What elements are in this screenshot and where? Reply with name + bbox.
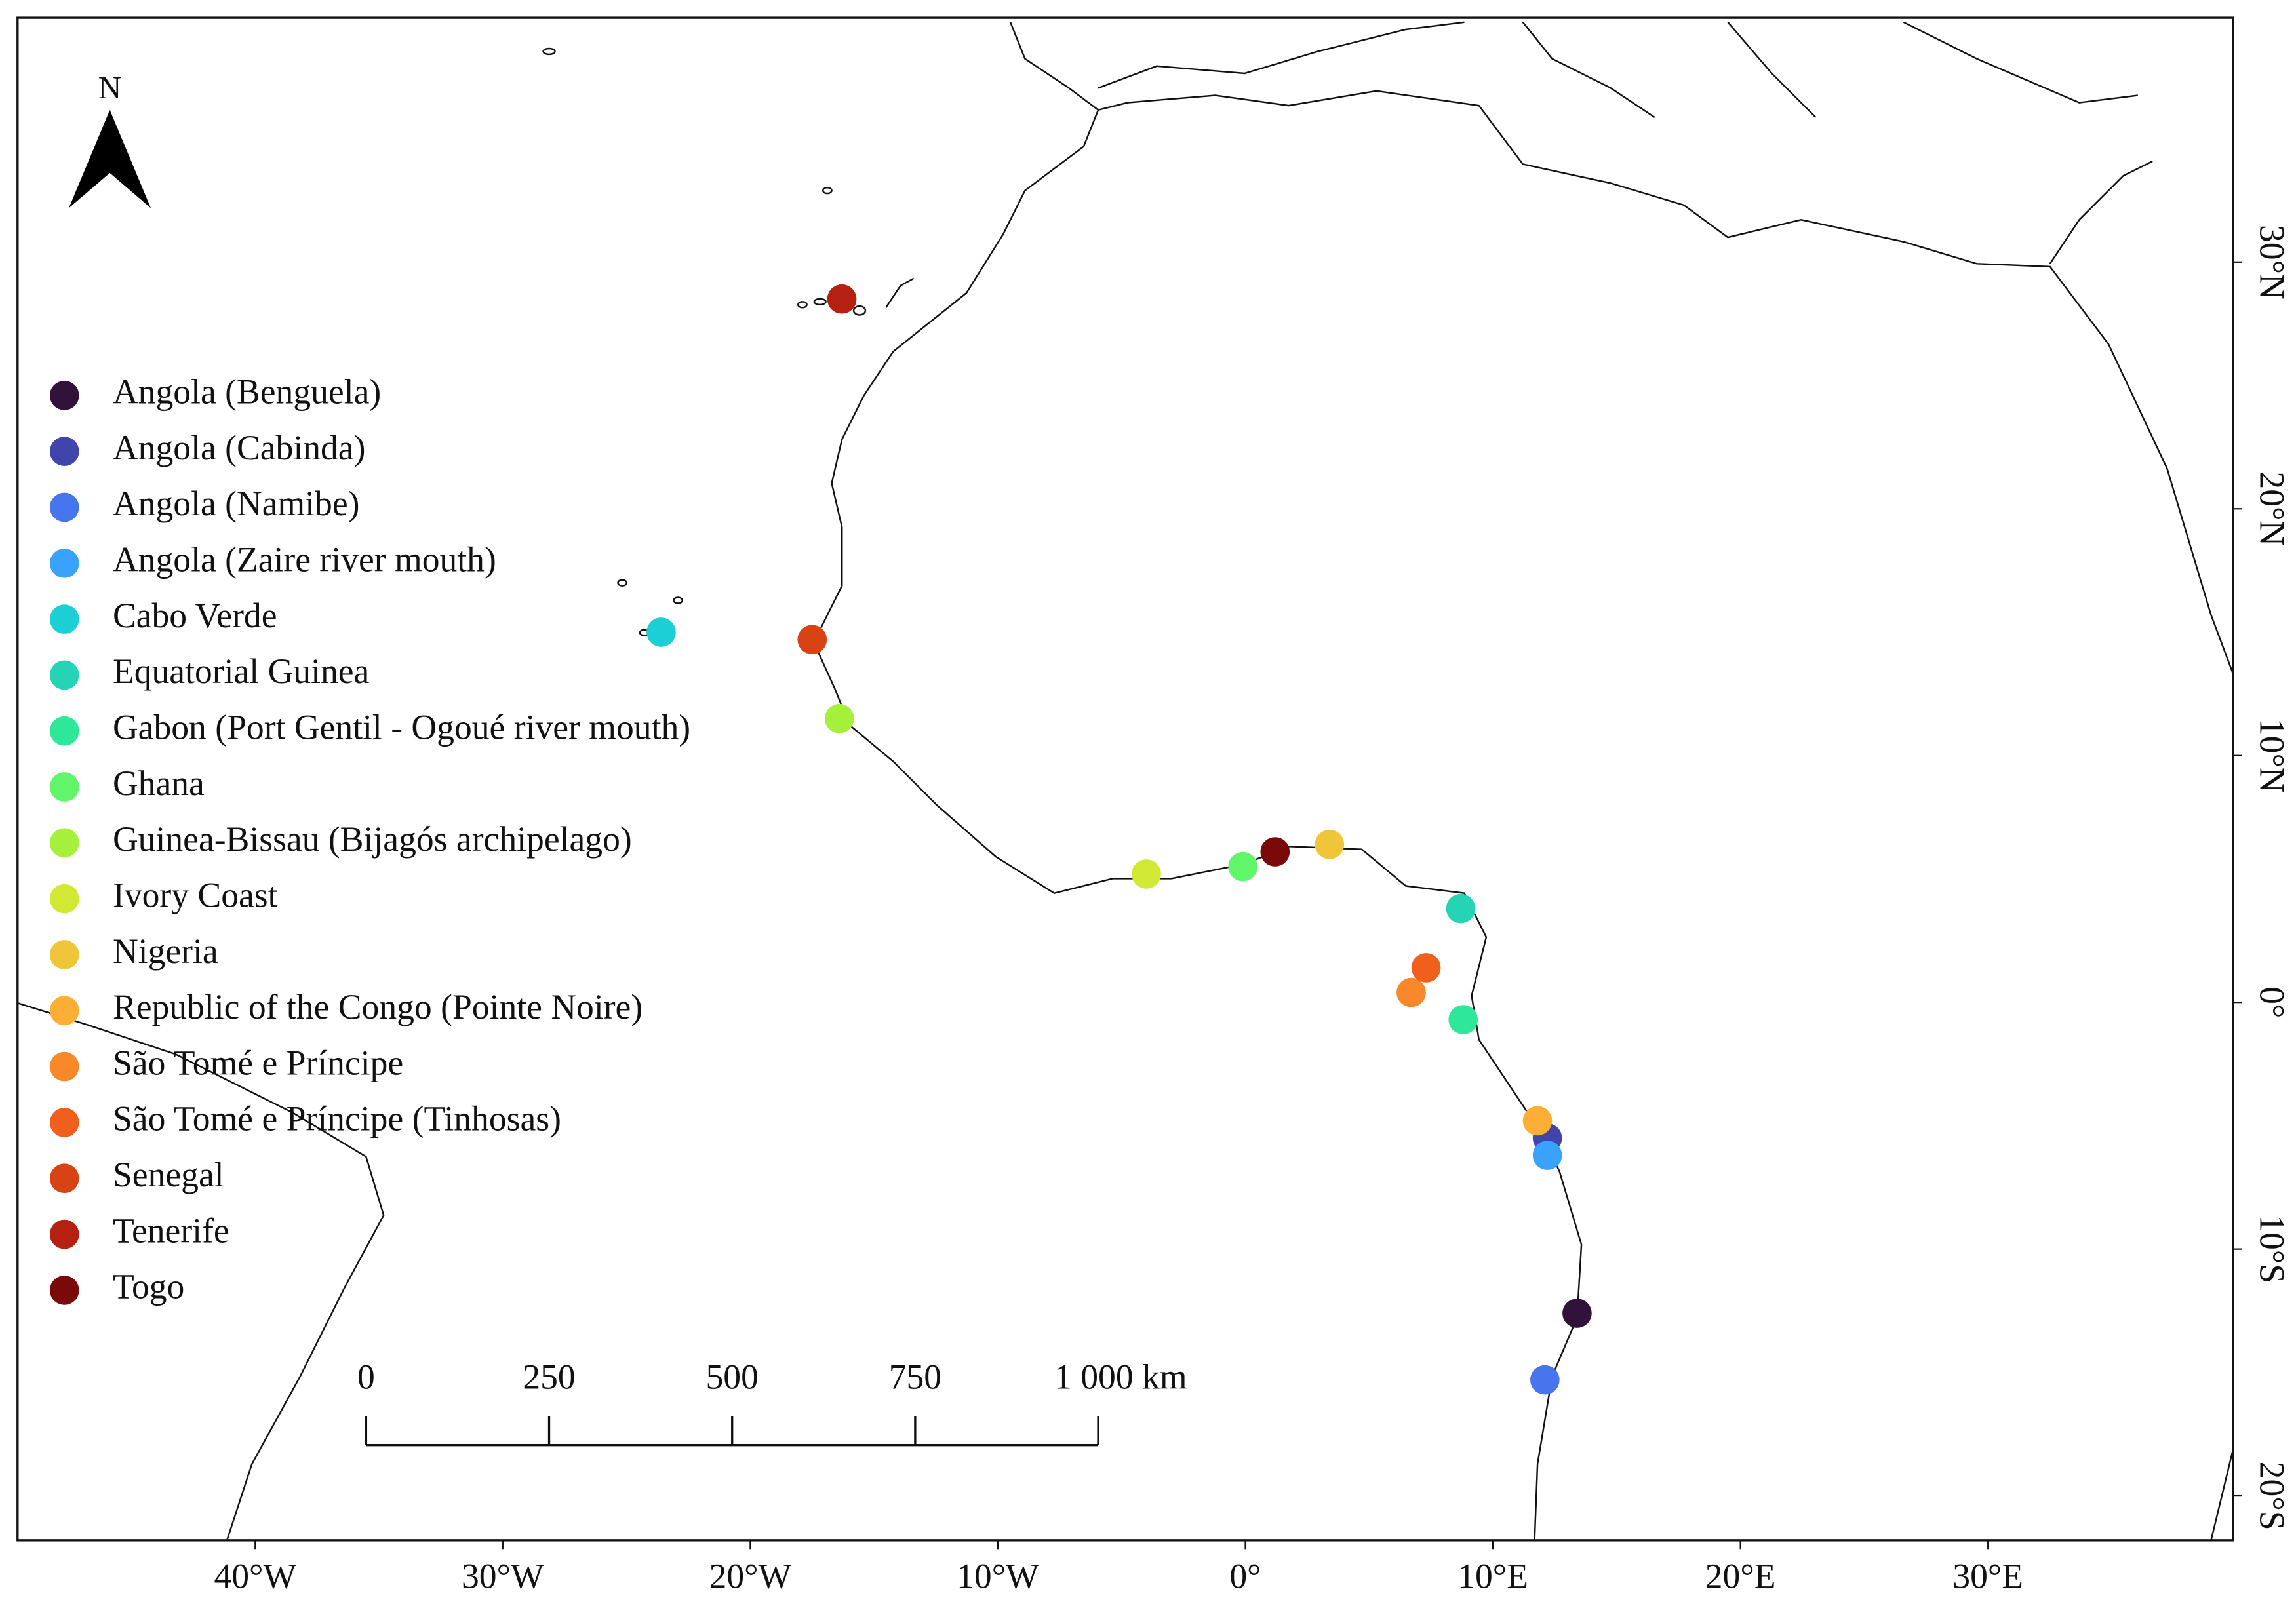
legend-label: Ghana [113,764,205,803]
sample-point [1260,837,1290,867]
scale-label: 500 [706,1357,759,1397]
y-tick-label: 0° [2252,986,2291,1018]
legend-swatch [49,772,79,802]
sample-point [1448,1005,1478,1034]
x-tick-label: 10°W [957,1556,1039,1595]
legend-swatch [49,716,79,746]
legend-swatch [49,492,79,522]
legend-label: Nigeria [113,931,218,971]
legend-swatch [49,884,79,914]
legend-swatch [49,604,79,634]
legend-swatch [49,996,79,1026]
sample-point [1446,893,1476,924]
legend-label: Angola (Namibe) [113,484,360,523]
legend-swatch [49,828,79,858]
sample-point [1562,1299,1592,1328]
sample-point [1132,859,1161,889]
sample-point [824,703,854,733]
y-tick-label: 10°N [2252,718,2291,793]
x-tick-label: 20°W [709,1556,792,1595]
legend-label: Senegal [113,1155,224,1194]
legend-label: Guinea-Bissau (Bijagós archipelago) [113,819,632,859]
legend-swatch [49,1276,79,1305]
y-tick-label: 30°N [2252,225,2291,300]
y-tick-label: 20°N [2252,471,2291,546]
north-label: N [98,69,121,106]
legend-swatch [49,548,79,578]
map-content: 40°W 30°W 20°W 10°W 0° 10°E 20°E 30°E 20°S 10°S 0°… [49,225,2291,1595]
scale-label: 1 000 km [1054,1357,1187,1397]
map-frame [16,16,2234,1542]
legend-swatch [49,1051,79,1082]
sample-point [1396,977,1426,1007]
legend-label: Republic of the Congo (Pointe Noire) [113,987,643,1026]
legend-label: São Tomé e Príncipe (Tinhosas) [113,1099,561,1139]
x-tick-label: 30°E [1952,1556,2023,1595]
y-tick-label: 10°S [2252,1215,2291,1283]
legend-label: Cabo Verde [113,596,277,635]
x-tick-label: 40°W [214,1556,296,1595]
sample-point [1411,953,1441,983]
legend-label: São Tomé e Príncipe [113,1043,403,1082]
sample-point [1522,1106,1553,1136]
legend-swatch [49,1219,79,1249]
x-tick-label: 30°W [462,1556,544,1595]
coastlines [17,21,2234,1541]
legend-label: Angola (Benguela) [113,372,381,412]
sample-point [797,625,827,655]
legend-label: Angola (Cabinda) [113,428,365,467]
legend-label: Equatorial Guinea [113,652,370,691]
legend-swatch [49,940,79,969]
legend-swatch [49,380,79,410]
scale-label: 0 [357,1357,375,1397]
x-tick-label: 20°E [1705,1556,1776,1595]
x-tick-label: 0° [1229,1556,1261,1595]
legend-swatch [49,1108,79,1137]
scale-label: 750 [889,1357,941,1397]
legend-label: Ivory Coast [113,875,278,914]
legend-swatch [49,660,79,690]
sample-point [1315,829,1345,859]
sample-point [1532,1141,1562,1170]
legend-label: Tenerife [113,1211,229,1250]
legend-label: Gabon (Port Gentil - Ogoué river mouth) [113,708,690,747]
north-arrow: N [68,69,151,208]
y-tick-label: 20°S [2252,1462,2291,1531]
sample-point [1530,1365,1560,1395]
x-tick-label: 10°E [1457,1556,1528,1595]
legend-label: Togo [113,1267,184,1306]
legend-swatch [49,437,79,466]
sample-point [1228,851,1258,882]
sample-point [646,617,676,647]
legend-swatch [49,1163,79,1194]
legend-label: Angola (Zaire river mouth) [113,540,496,579]
scale-label: 250 [523,1357,575,1397]
sample-point [827,284,857,314]
